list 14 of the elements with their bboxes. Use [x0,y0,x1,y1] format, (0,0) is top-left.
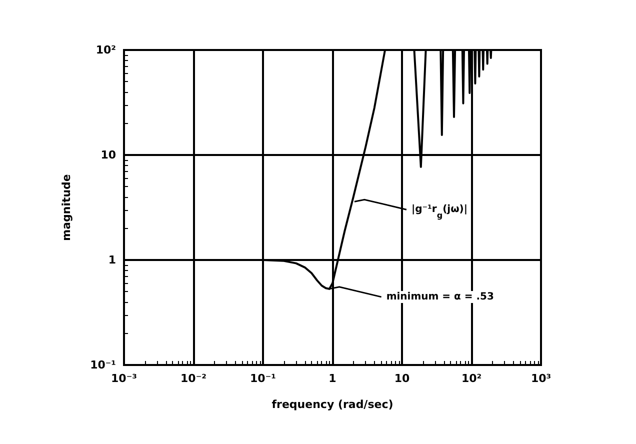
y-tick-label: 10 [100,148,116,162]
y-tick-label: 10² [96,44,116,56]
x-tick-label: 10⁻³ [111,372,138,385]
x-tick-label: 1 [328,372,336,385]
x-tick-label: 10⁻² [180,372,207,385]
x-tick-label: 10² [461,372,482,385]
y-tick-label: 10⁻¹ [90,358,116,372]
x-tick-label: 10⁻¹ [250,372,276,385]
y-tick-label: 1 [108,254,116,266]
y-axis-title: magnitude [60,174,73,241]
annotation: minimum = α = .53 [386,291,494,302]
x-axis-title: frequency (rad/sec) [272,398,394,411]
x-tick-label: 10 [394,372,410,385]
x-tick-label: 10³ [530,372,552,385]
